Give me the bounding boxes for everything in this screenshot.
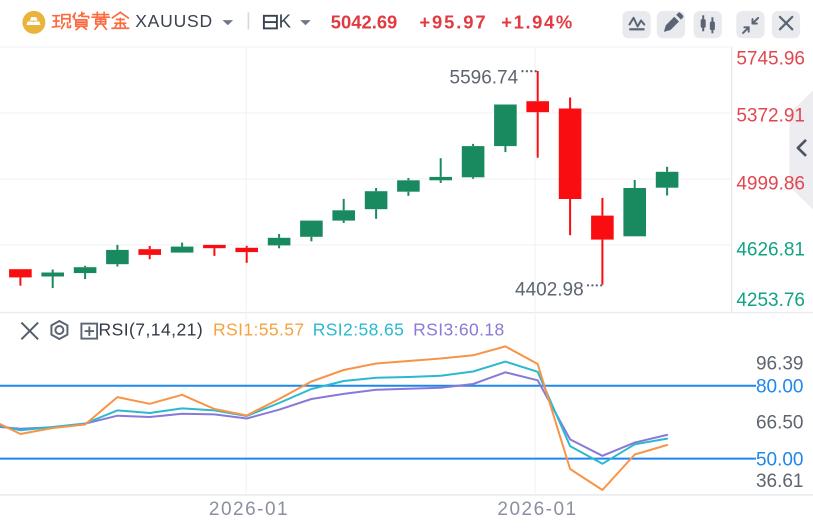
svg-text:XAUUSD: XAUUSD [135,11,213,31]
svg-text:2026-01: 2026-01 [497,499,577,520]
svg-text:5042.69: 5042.69 [331,11,397,32]
svg-text:50.00: 50.00 [756,450,804,471]
svg-text:96.39: 96.39 [756,354,804,375]
svg-text:+95.97: +95.97 [419,11,487,32]
svg-text:4626.81: 4626.81 [736,239,805,260]
svg-text:5596.74: 5596.74 [450,67,519,88]
svg-text:RSI2:58.65: RSI2:58.65 [313,319,405,339]
svg-text:RSI(7,14,21): RSI(7,14,21) [99,319,204,339]
svg-text:4402.98: 4402.98 [515,279,584,300]
svg-text:RSI1:55.57: RSI1:55.57 [213,319,305,339]
svg-text:RSI3:60.18: RSI3:60.18 [413,319,505,339]
svg-text:2026-01: 2026-01 [209,499,289,520]
svg-text:80.00: 80.00 [756,377,804,398]
svg-text:66.50: 66.50 [756,412,804,433]
svg-text:36.61: 36.61 [756,471,804,492]
svg-text:+1.94%: +1.94% [501,11,574,32]
svg-text:5372.91: 5372.91 [736,105,805,126]
svg-text:4253.76: 4253.76 [736,290,805,311]
svg-text:K: K [279,11,292,32]
svg-text:5745.96: 5745.96 [736,48,805,69]
svg-text:4999.86: 4999.86 [736,173,805,194]
